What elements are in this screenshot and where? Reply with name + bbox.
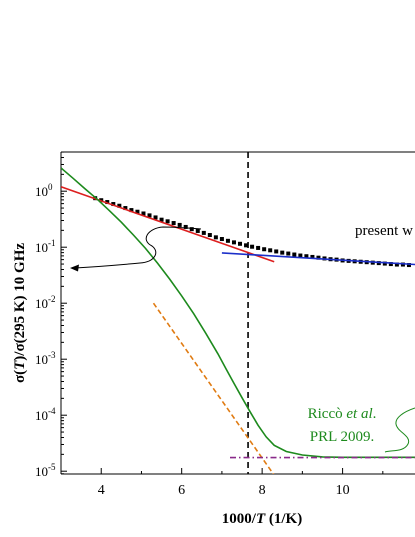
y-tick-label: 10-3 [35, 350, 56, 367]
x-tick-label: 6 [178, 483, 185, 498]
data-point [256, 245, 261, 250]
series-line-4 [152, 302, 275, 474]
annotation-present-work: present w [70, 223, 413, 272]
y-tick-label-exponent: -2 [48, 294, 56, 304]
y-tick-label-exponent: -3 [48, 350, 56, 360]
y-tick-label: 10-4 [35, 406, 56, 423]
data-point [171, 221, 176, 226]
y-tick-label-exponent: 0 [48, 182, 53, 192]
x-axis-tick-labels: 4 6 8 10 [98, 483, 350, 498]
data-point [298, 253, 303, 258]
annotation-ricco-line-1: Riccò et al. [308, 406, 377, 422]
data-point [286, 251, 291, 256]
y-axis-label-part-3: )/σ(295 K) 10 GHz [12, 243, 28, 361]
y-tick-label-base: 10 [35, 408, 48, 423]
data-point [262, 247, 267, 252]
data-point [219, 237, 224, 242]
y-axis-label: σ(T)/σ(295 K) 10 GHz [12, 243, 28, 383]
data-point [268, 248, 273, 253]
data-point [213, 235, 218, 240]
data-point [177, 222, 182, 227]
plot-frame [60, 151, 415, 475]
data-point [195, 228, 200, 233]
series-line-2 [221, 252, 415, 266]
x-tick-label: 8 [259, 483, 266, 498]
data-point [394, 262, 399, 267]
data-point [105, 200, 110, 205]
data-point [201, 230, 206, 235]
series-line-3 [61, 167, 415, 459]
data-point [207, 233, 212, 238]
data-point [388, 262, 393, 267]
x-axis-label: 1000/T (1/K) [222, 511, 302, 527]
data-point [159, 217, 164, 222]
y-tick-label-base: 10 [35, 352, 48, 367]
data-point [406, 263, 411, 268]
annotation-present-work-text: present w [355, 223, 413, 239]
y-tick-label-exponent: -1 [48, 238, 56, 248]
x-axis-label-part-2: T [256, 511, 266, 527]
y-tick-label-base: 10 [35, 184, 48, 199]
data-point [141, 211, 146, 216]
data-point [147, 213, 152, 218]
y-tick-label-base: 10 [35, 464, 48, 479]
annotation-ricco-part-2: et al [346, 406, 372, 422]
y-tick-label-exponent: -4 [48, 406, 56, 416]
y-tick-label-base: 10 [35, 296, 48, 311]
data-point [135, 209, 140, 214]
data-point [274, 249, 279, 254]
data-point [250, 244, 255, 249]
annotation-ricco-line-2: PRL 2009. [310, 429, 374, 445]
annotation-ricco: Riccò et al. PRL 2009. [308, 406, 415, 453]
data-point [316, 255, 321, 260]
x-axis-ticks [60, 468, 384, 474]
data-point [280, 250, 285, 255]
x-axis-label-part-3: (1/K) [265, 511, 302, 527]
y-tick-label: 10-2 [35, 294, 56, 311]
x-tick-label: 4 [98, 483, 105, 498]
x-axis-label-part-1: 1000/ [222, 511, 257, 527]
series-layer [61, 167, 415, 474]
annotation-present-work-arrow [74, 226, 202, 269]
y-tick-label-base: 10 [35, 240, 48, 255]
data-point [292, 252, 297, 257]
data-point [189, 227, 194, 232]
data-point [111, 202, 116, 207]
series-line-1 [61, 186, 275, 263]
data-point [304, 254, 309, 259]
x-tick-label: 10 [336, 483, 350, 498]
data-point [310, 254, 315, 259]
data-point [183, 224, 188, 229]
annotation-ricco-connector [384, 407, 415, 453]
data-point [382, 261, 387, 266]
data-point [165, 219, 170, 224]
y-tick-label-exponent: -5 [48, 462, 56, 472]
y-axis-label-part-1: σ( [12, 370, 28, 383]
data-point [238, 241, 243, 246]
y-tick-label: 10-5 [35, 462, 56, 479]
data-point [244, 243, 249, 248]
arrowhead-icon [70, 264, 79, 272]
annotation-ricco-part-1: Riccò [308, 406, 347, 422]
data-point [231, 240, 236, 245]
y-axis-label-part-2: T [12, 360, 28, 370]
data-point [123, 206, 128, 211]
data-point [153, 215, 158, 220]
y-axis-ticks [61, 151, 67, 475]
y-tick-label: 10-1 [35, 238, 56, 255]
data-point [117, 203, 122, 208]
data-point [225, 238, 230, 243]
data-point [129, 208, 134, 213]
y-tick-label: 100 [35, 182, 53, 199]
annotation-ricco-part-3: . [373, 406, 377, 422]
